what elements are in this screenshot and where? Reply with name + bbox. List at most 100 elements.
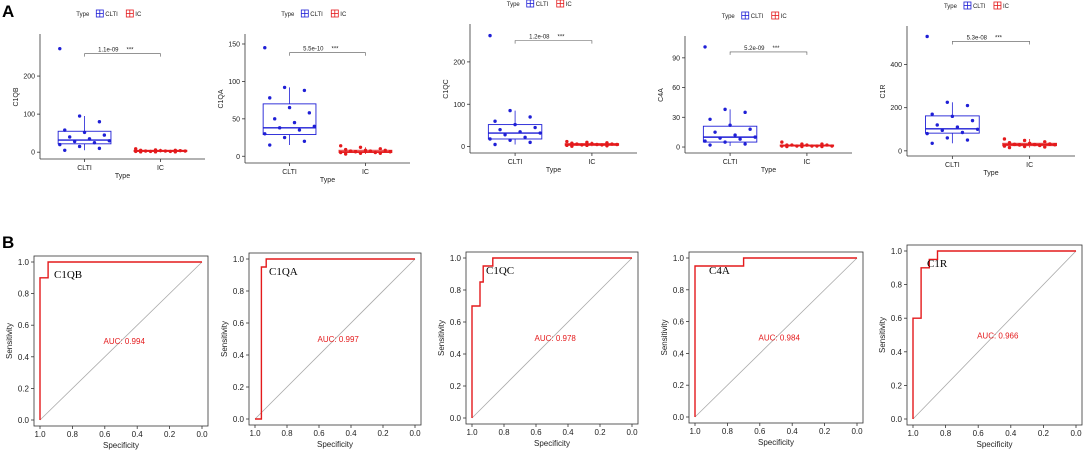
data-point-ic [570,141,574,145]
data-point-ic [820,144,824,149]
gene-label: C1QA [269,266,298,278]
boxplot-c4a: Type CLTI IC 0 30 60 90 CLTI IC Type C4A 5.2e-09 *** [658,11,852,174]
data-point-ic [575,142,579,146]
y-tick-label: 0 [31,150,35,157]
data-point-ic [158,148,163,153]
x-tick-label-clti: CLTI [282,169,297,176]
x-tick-label: 0.6 [530,428,542,437]
boxplot-c1qb: Type CLTI IC 0 100 200 CLTI IC Type C1QB 1.1e-09 **… [13,9,205,180]
data-point-clti [728,123,732,127]
data-point-clti [508,108,512,113]
box-clti [925,115,980,134]
y-tick-label: 100 [228,79,240,86]
data-point-clti [965,103,970,108]
y-tick-label: 0.8 [233,287,245,296]
diagonal-reference [694,257,858,418]
x-tick-label: 1.0 [249,429,261,438]
data-point-clti [970,118,975,123]
data-point-clti [72,139,77,144]
significance-stars: *** [558,35,566,41]
data-point-ic [820,142,824,146]
data-point-clti [493,119,497,123]
roc-c1r: 1.0 0.8 0.6 0.4 0.2 0.0 0.0 0.2 0.4 0.6 0.8 1.0 Spec… [878,244,1083,449]
y-tick-label: 0.4 [450,350,462,359]
data-point-ic [570,144,574,148]
x-axis-label: Specificity [317,440,353,449]
auc-label: AUC: 0.997 [318,335,360,344]
y-axis-label: Sensitivity [437,320,446,356]
data-point-clti [748,127,752,131]
roc-c1qa: 1.0 0.8 0.6 0.4 0.2 0.0 0.0 0.2 0.4 0.6 0.8 1.0 Spec… [220,252,422,449]
y-axis-label: C1QA [218,89,225,108]
diagonal-reference [471,257,633,419]
x-tick-label: 1.0 [466,428,478,437]
data-point-clti [493,142,497,147]
p-value-label: 5.5e-10 [303,47,324,53]
data-point-clti [538,131,542,135]
data-point-clti [533,125,537,130]
legend-label-clti: CLTI [310,12,323,18]
data-point-ic [1002,137,1007,141]
y-tick-label: 0.6 [18,321,30,330]
data-point-ic [178,148,182,153]
data-point-ic [1032,142,1037,147]
data-point-ic [585,140,589,145]
y-tick-label: 0.0 [18,416,30,425]
p-value-label: 5.2e-09 [744,46,765,52]
data-point-ic [825,143,829,147]
y-tick-label: 0.8 [891,281,903,290]
y-tick-label: 90 [672,55,680,62]
x-tick-label: 0.6 [973,429,985,438]
auc-label: AUC: 0.994 [104,337,146,346]
data-point-ic [168,149,173,154]
significance-stars: *** [332,47,340,53]
data-point-ic [565,139,569,144]
data-point-clti [925,131,929,136]
x-tick-label: 0.2 [594,428,606,437]
data-point-ic [134,147,138,151]
gene-label: C1R [927,258,948,270]
roc-curve [39,261,202,420]
data-point-clti [733,133,737,137]
data-point-ic [163,149,168,153]
y-tick-label: 400 [890,62,902,69]
data-point-ic [585,143,589,148]
y-tick-label: 0.6 [450,318,462,327]
x-tick-label: 0.6 [313,429,325,438]
data-point-ic [148,149,153,154]
legend-label-ic: IC [135,12,142,18]
legend-title: Type [944,4,958,10]
y-tick-label: 0 [236,154,240,161]
x-tick-label: 0.4 [1005,429,1017,438]
data-point-ic [1007,140,1012,145]
significance-bracket [514,40,593,44]
data-point-clti [488,33,492,38]
x-tick-label-ic: IC [1026,162,1033,169]
data-point-clti [940,128,944,133]
data-point-ic [800,142,804,146]
data-point-ic [1048,142,1052,146]
y-tick-label: 0.8 [18,290,30,299]
x-axis-label: Specificity [758,438,794,447]
data-point-clti [528,115,532,119]
data-point-clti [955,125,960,129]
data-point-clti [268,96,272,100]
y-tick-label: 0.4 [891,348,903,357]
x-tick-label: 0.8 [940,429,952,438]
data-point-ic [1017,143,1022,147]
data-point-ic [780,140,784,144]
p-value-label: 1.2e-08 [529,35,550,41]
auc-label: AUC: 0.984 [759,334,801,343]
y-axis-label: Sensitivity [220,321,229,357]
y-tick-label: 1.0 [18,258,30,267]
y-tick-label: 200 [453,59,465,66]
data-point-clti [302,88,307,93]
data-point-ic [378,151,382,155]
data-point-clti [528,140,532,145]
data-point-ic [590,141,594,146]
data-point-clti [77,114,82,118]
y-axis-label: C4A [658,88,665,102]
data-point-clti [302,139,307,143]
data-point-ic [1002,144,1007,148]
roc-curve [912,250,1076,419]
